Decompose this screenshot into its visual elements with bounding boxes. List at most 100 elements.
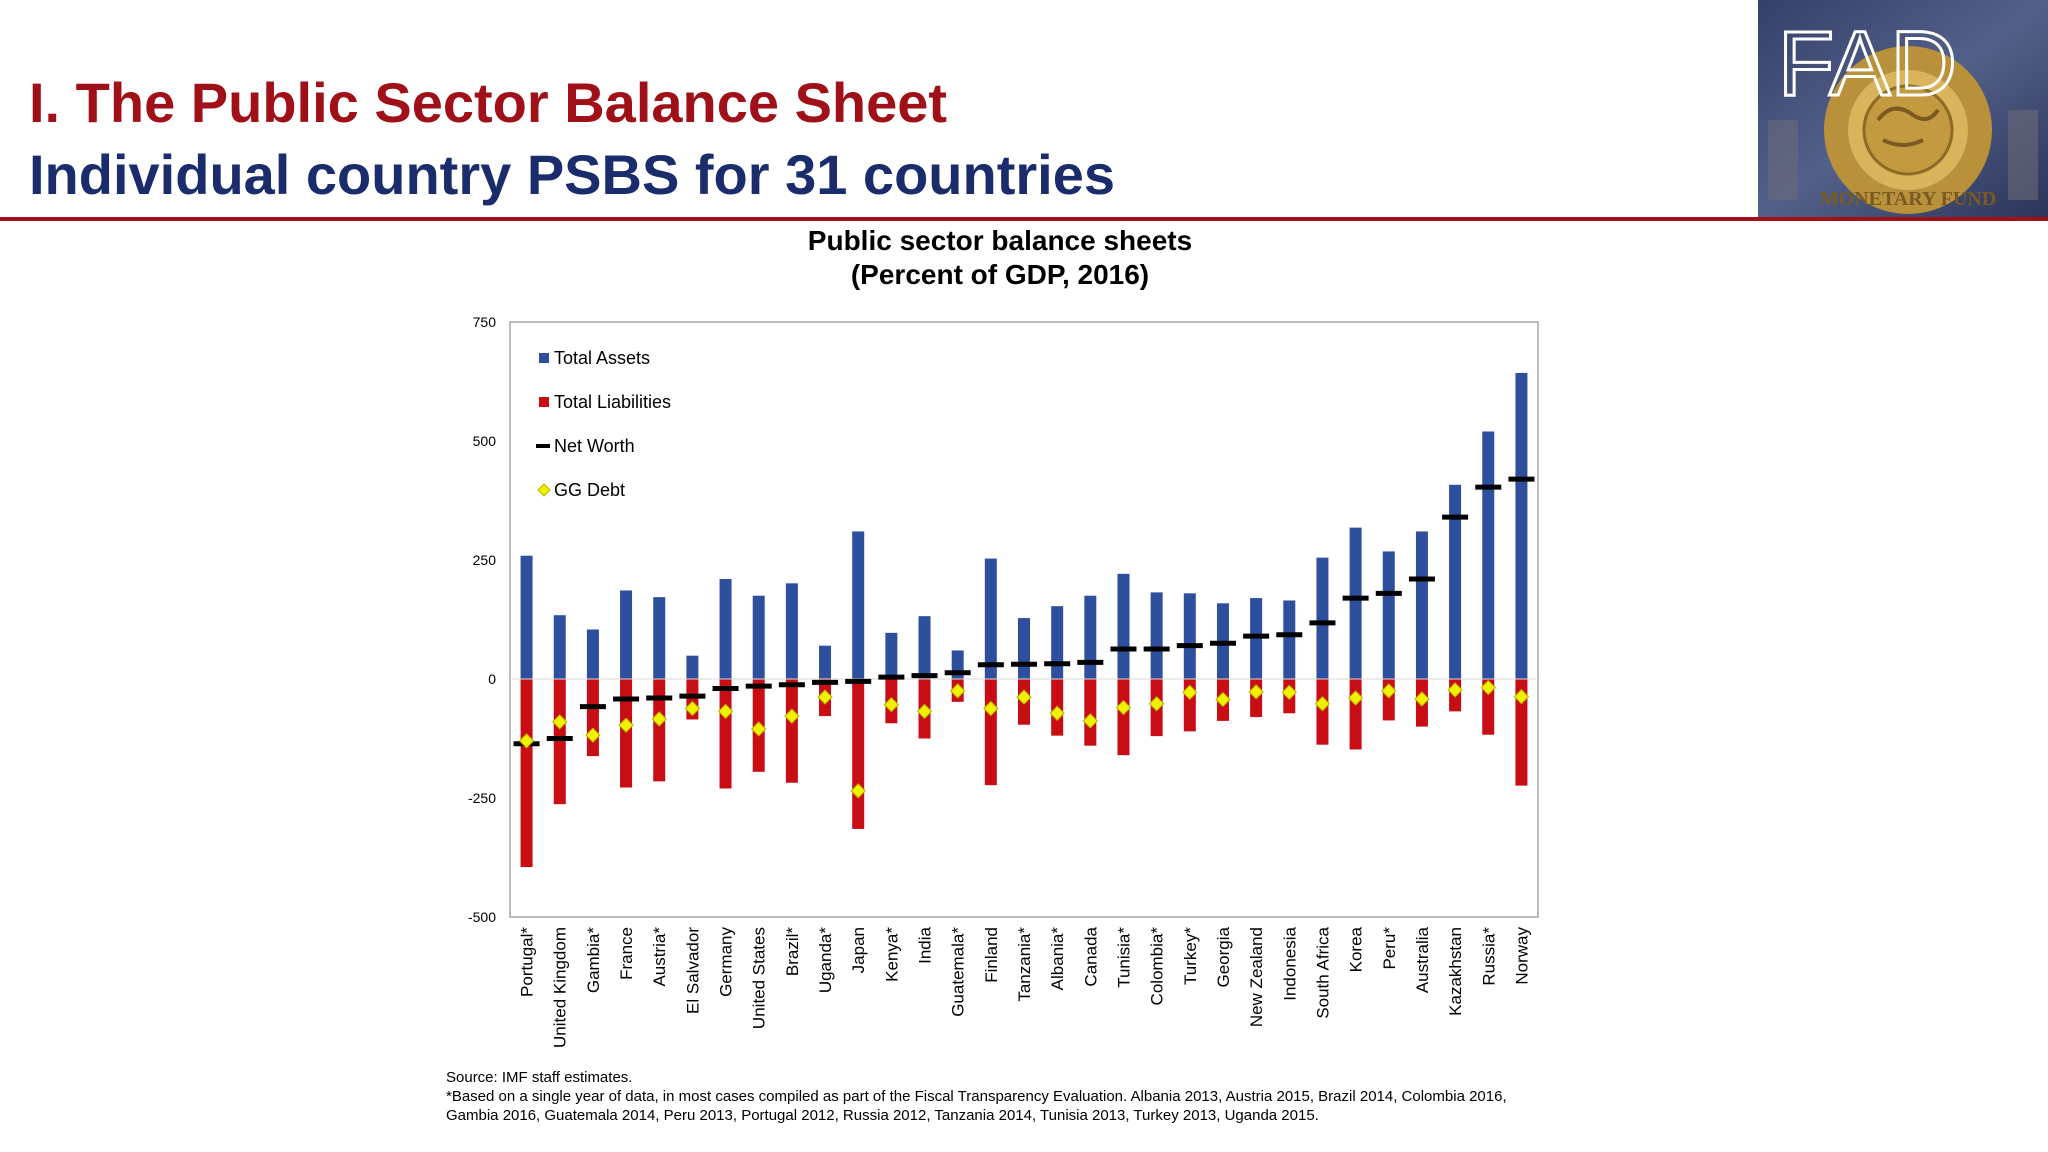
liabilities-bar (520, 679, 533, 868)
liabilities-bar (1349, 679, 1362, 750)
category-label: Kenya* (882, 927, 901, 982)
category-label: Georgia (1214, 926, 1233, 987)
category-label: France (617, 927, 636, 980)
category-label: Finland (982, 927, 1001, 983)
gg-debt-marker (983, 700, 999, 717)
gg-debt-marker (1281, 684, 1297, 701)
liabilities-bar (1117, 679, 1130, 756)
gg-debt-marker (751, 721, 767, 737)
header-divider (0, 217, 2048, 221)
gg-debt-marker (1148, 696, 1165, 712)
gg-debt-marker (1480, 679, 1496, 696)
assets-bar (752, 595, 765, 679)
assets-bar (586, 629, 599, 679)
gg-debt-marker (1049, 705, 1065, 721)
y-tick-label: 500 (473, 433, 497, 449)
gg-debt-marker (684, 700, 701, 717)
assets-bar (1051, 606, 1064, 679)
gg-debt-marker (1016, 689, 1032, 705)
assets-bar (1349, 527, 1362, 679)
category-label: Brazil* (783, 927, 802, 977)
balance-sheet-chart: -500 -250 0 250 500 750 Portugal* United Kingdo… (468, 314, 1539, 1048)
gg-debt-marker (651, 711, 667, 727)
legend-swatch (539, 397, 549, 407)
category-label: India (916, 926, 935, 963)
gg-debt-marker (1182, 684, 1198, 701)
assets-bar (1018, 618, 1030, 679)
assets-bar (719, 579, 732, 679)
category-label: Portugal* (518, 927, 537, 997)
gg-debt-marker (618, 717, 634, 733)
imf-logo-graphic: MONETARY FUND FAD (1758, 0, 2048, 217)
gg-debt-marker (916, 703, 933, 720)
assets-bar (1515, 372, 1528, 679)
category-label: Japan (849, 927, 868, 973)
legend-label: Net Worth (554, 436, 635, 456)
assets-bar (1283, 600, 1296, 679)
chart-title: Public sector balance sheets (Percent of… (700, 224, 1300, 292)
plot-frame (509, 321, 1539, 918)
gg-debt-marker (1248, 684, 1264, 700)
gg-debt-marker (1447, 682, 1463, 698)
liabilities-bar (653, 679, 666, 782)
assets-bar (520, 555, 533, 679)
gg-debt-marker (1082, 713, 1099, 729)
assets-bar (620, 590, 633, 679)
gg-debt-marker (585, 727, 601, 743)
slide-title: I. The Public Sector Balance Sheet (29, 71, 948, 134)
category-label: Gambia* (584, 927, 603, 994)
assets-bar (1117, 573, 1130, 679)
category-label: Turkey* (1181, 927, 1200, 985)
category-label: El Salvador (683, 927, 702, 1014)
y-tick-label: 750 (473, 314, 497, 330)
assets-bar (785, 583, 798, 679)
assets-bar (553, 615, 566, 679)
gg-debt-marker (949, 683, 966, 699)
assets-bar (918, 616, 931, 679)
assets-bar (1449, 484, 1462, 679)
liabilities-bar (586, 679, 599, 757)
y-tick-label: 250 (473, 552, 497, 568)
gg-debt-marker (817, 689, 833, 705)
liabilities-bar (620, 679, 633, 788)
slide-subtitle: Individual country PSBS for 31 countries (29, 143, 1115, 206)
legend-swatch (539, 353, 549, 363)
category-label: Russia* (1479, 927, 1498, 986)
category-label: Uganda* (816, 927, 835, 994)
gg-debt-marker (1414, 691, 1430, 707)
category-label: Tunisia* (1114, 927, 1133, 988)
legend-label: Total Liabilities (554, 392, 671, 412)
legend-label: GG Debt (554, 480, 625, 500)
imf-logo: MONETARY FUND FAD (1758, 0, 2048, 217)
assets-bar (1415, 531, 1428, 679)
legend-swatch (537, 483, 551, 497)
category-label: Canada (1081, 926, 1100, 986)
gg-debt-marker (552, 714, 568, 730)
category-label: New Zealand (1247, 927, 1266, 1027)
category-label: Indonesia (1280, 926, 1299, 1000)
legend-label: Total Assets (554, 348, 650, 368)
liabilities-bar (719, 679, 732, 789)
assets-bar (885, 632, 898, 679)
gg-debt-marker (883, 696, 900, 713)
assets-bar (1382, 551, 1395, 679)
gg-debt-marker (1347, 690, 1364, 706)
assets-bar (819, 645, 832, 679)
assets-bar (1150, 592, 1163, 679)
y-tick-label: 0 (488, 671, 496, 687)
chart-title-line1: Public sector balance sheets (807, 225, 1193, 256)
category-label: Albania* (1048, 927, 1067, 991)
gg-debt-marker (1513, 688, 1530, 705)
assets-bar (1482, 431, 1495, 679)
category-label: Norway (1512, 927, 1531, 985)
category-label: Australia (1413, 926, 1432, 993)
liabilities-bar (852, 679, 865, 829)
category-label: Colombia* (1148, 927, 1167, 1006)
category-label: United Kingdom (551, 927, 570, 1048)
gg-debt-marker (784, 708, 800, 724)
footnote: *Based on a single year of data, in most… (446, 1088, 1507, 1124)
liabilities-bar (984, 679, 997, 786)
category-label: Germany (717, 927, 736, 997)
liabilities-bar (1515, 679, 1528, 786)
gg-debt-marker (850, 783, 866, 799)
